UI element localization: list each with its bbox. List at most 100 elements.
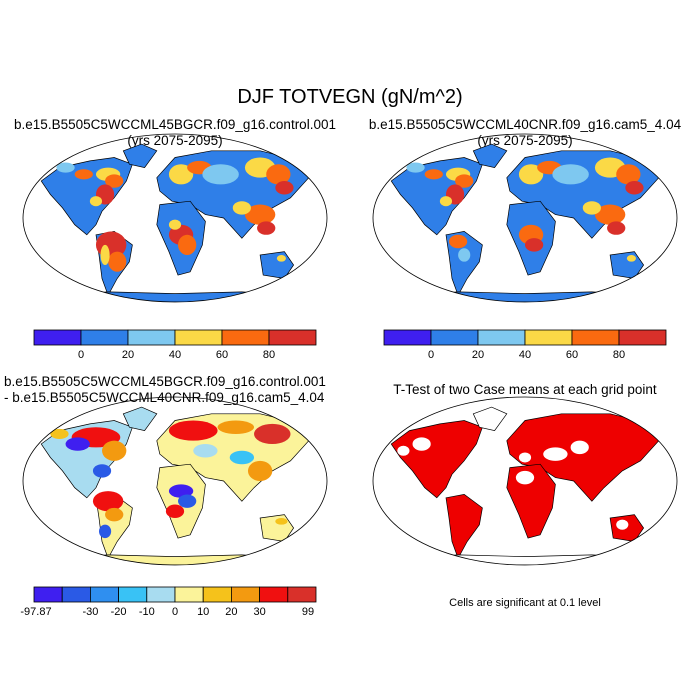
field-patch (56, 162, 75, 173)
panel-title-line2: (yrs 2075-2095) (127, 133, 223, 148)
field-patch (244, 204, 276, 225)
field-patch (105, 507, 124, 522)
colorbar-swatch (268, 329, 317, 346)
field-patch (570, 440, 589, 455)
colorbar-tick-label: 40 (169, 349, 181, 361)
field-patch (89, 196, 103, 207)
colorbar-swatch (61, 586, 91, 603)
colorbar-tick-label: 0 (172, 606, 178, 618)
colorbar-swatch (174, 329, 223, 346)
colorbar-difference: -97.87 -30 -20 -10 0 10 20 30 99 (20, 586, 317, 618)
land-na (390, 420, 483, 499)
map-boundary (22, 133, 328, 303)
land-greenland (122, 143, 158, 168)
land-greenland (472, 406, 508, 431)
colorbar-swatch (571, 329, 620, 346)
field-patch (247, 460, 273, 482)
map-ttest (372, 396, 678, 566)
field-patch (165, 504, 185, 518)
field-patch (543, 447, 568, 461)
land-australia (259, 251, 295, 279)
colorbar-tick-label: 30 (253, 606, 265, 618)
main-title: DJF TOTVEGN (gN/m^2) (237, 86, 463, 108)
field-patch (275, 517, 288, 525)
colorbar-swatch (127, 329, 176, 346)
colorbar-swatch (259, 586, 289, 603)
field-patch (92, 464, 112, 478)
field-patch (65, 437, 90, 451)
field-patch (455, 174, 474, 188)
field-patch (102, 440, 127, 461)
land-greenland (122, 406, 158, 431)
colorbar-tick-label: -30 (82, 606, 98, 618)
colorbar-tick-label: 0 (428, 349, 434, 361)
land-antarctica (408, 291, 648, 302)
field-patch (449, 234, 468, 249)
panel-title-top-right: b.e15.B5505C5WCCML40CNR.f09_g16.cam5_4.0… (350, 117, 700, 149)
colorbar-swatch (230, 586, 260, 603)
colorbar-swatch (618, 329, 667, 346)
field-patch (108, 251, 127, 272)
colorbar-swatch (33, 586, 63, 603)
colorbar-cam5: 0 20 40 60 80 (383, 329, 667, 361)
field-patch (105, 174, 124, 188)
field-patch (458, 248, 471, 262)
map-cam5 (372, 133, 678, 303)
field-patch (515, 470, 535, 485)
field-patch (202, 164, 239, 185)
field-patch (525, 238, 544, 252)
colorbar-tick-label: 80 (613, 349, 625, 361)
field-patch (582, 201, 601, 215)
colorbar-swatch (174, 586, 204, 603)
land-antarctica (58, 554, 298, 565)
field-patch (193, 444, 218, 458)
panel-title-line1: b.e15.B5505C5WCCML40CNR.f09_g16.cam5_4.0… (368, 117, 682, 132)
panel-title-top-left: b.e15.B5505C5WCCML45BGCR.f09_g16.control… (0, 117, 350, 149)
colorbar-tick-label: -10 (139, 606, 155, 618)
colorbar-tick-label: 0 (78, 349, 84, 361)
field-patch (50, 428, 69, 439)
field-patch (275, 181, 294, 195)
field-patch (424, 169, 443, 180)
panel-title-line2: (yrs 2075-2095) (477, 133, 573, 148)
land-greenland (472, 143, 508, 168)
colorbar-swatch (90, 586, 120, 603)
colorbar-swatch (118, 586, 148, 603)
field-patch (74, 169, 93, 180)
colorbar-swatch (80, 329, 129, 346)
land-na (390, 157, 483, 236)
field-patch (178, 234, 197, 255)
colorbar-tick-label: 10 (197, 606, 209, 618)
field-patch (518, 452, 532, 463)
field-patch (439, 196, 453, 207)
field-patch (397, 445, 410, 456)
colorbar-tick-label: 99 (302, 606, 314, 618)
land-antarctica (408, 554, 648, 565)
field-patch (232, 201, 252, 215)
field-patch (552, 164, 589, 185)
colorbar-swatch (430, 329, 479, 346)
colorbar-control: 0 20 40 60 80 (33, 329, 317, 361)
colorbar-tick-label: 60 (566, 349, 578, 361)
land-na (40, 157, 133, 236)
field-patch (616, 164, 641, 185)
field-patch (626, 254, 636, 262)
significance-footnote: Cells are significant at 0.1 level (449, 597, 601, 609)
land-africa (506, 463, 556, 539)
colorbar-tick-label: 60 (216, 349, 228, 361)
land-australia (609, 514, 645, 542)
colorbar-tick-label: 80 (263, 349, 275, 361)
field-patch (100, 244, 110, 266)
colorbar-swatch (202, 586, 232, 603)
field-patch (412, 437, 431, 451)
field-patch (518, 164, 544, 185)
colorbar-tick-label: -97.87 (20, 606, 51, 618)
colorbar-swatch (383, 329, 432, 346)
map-boundary (372, 133, 678, 303)
field-patch (168, 219, 182, 230)
colorbar-swatch (477, 329, 526, 346)
panel-title-line1: b.e15.B5505C5WCCML45BGCR.f09_g16.control… (4, 374, 326, 389)
field-patch (594, 204, 626, 225)
map-boundary (22, 396, 328, 566)
